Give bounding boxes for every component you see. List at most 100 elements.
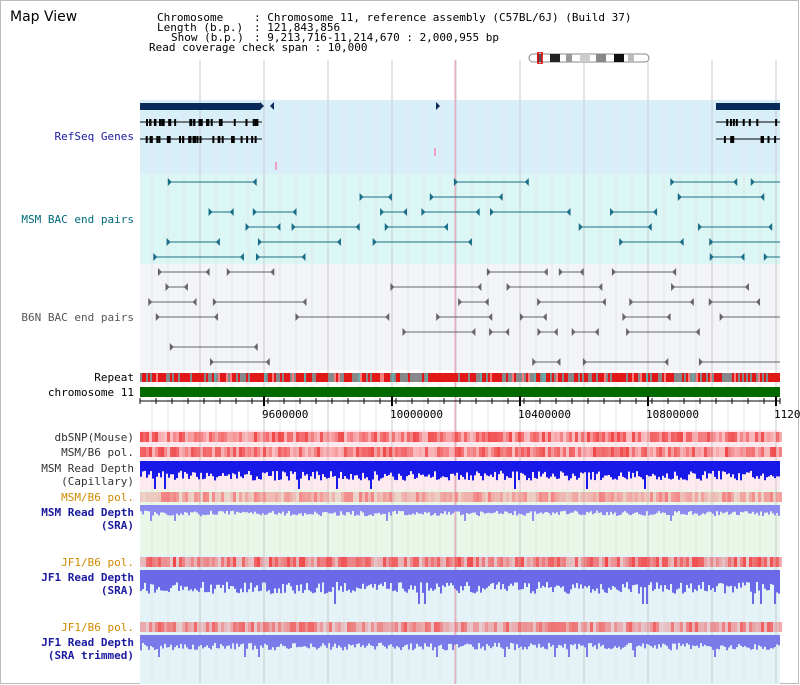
depth-bar (378, 505, 380, 513)
exon (212, 136, 215, 143)
repeat-segment (346, 373, 348, 382)
heat-cell (716, 557, 719, 567)
exon (162, 119, 165, 126)
depth-bar (278, 505, 280, 513)
heat-cell (341, 557, 344, 567)
heat-cell (392, 447, 395, 457)
depth-bar (754, 570, 756, 594)
depth-bar (604, 570, 606, 593)
heat-cell (506, 557, 509, 567)
msm-bac-end (524, 178, 529, 186)
depth-bar (240, 570, 242, 589)
depth-bar (626, 570, 628, 583)
msm-bac-end (653, 208, 658, 216)
heat-cell (581, 447, 584, 457)
depth-bar (444, 570, 446, 587)
depth-bar (472, 461, 474, 481)
heat-cell (413, 557, 416, 567)
depth-bar (554, 461, 556, 477)
heat-cell (221, 432, 224, 442)
b6n-bac-end (505, 328, 510, 336)
depth-bar (404, 570, 406, 592)
heat-cell (245, 622, 248, 632)
chromosome-bar (140, 387, 780, 397)
b6n-bac-end (611, 268, 616, 276)
heat-cell (374, 622, 377, 632)
repeat-segment (598, 373, 600, 382)
depth-bar (384, 505, 386, 514)
heat-cell (650, 557, 653, 567)
depth-bar (240, 635, 242, 645)
heat-cell (419, 432, 422, 442)
depth-bar (356, 505, 358, 515)
depth-bar (332, 635, 334, 647)
repeat-segment (620, 373, 622, 382)
depth-bar (356, 635, 358, 644)
depth-bar (150, 505, 152, 521)
depth-bar (282, 570, 284, 584)
depth-bar (354, 461, 356, 476)
heat-cell (332, 622, 335, 632)
heat-cell (773, 557, 776, 567)
depth-bar (412, 461, 414, 475)
heat-cell (503, 557, 506, 567)
depth-bar (566, 635, 568, 650)
heat-cell (584, 447, 587, 457)
heat-cell (155, 432, 158, 442)
repeat-segment (708, 373, 710, 382)
heat-cell (443, 557, 446, 567)
depth-bar (318, 461, 320, 476)
repeat-segment (332, 373, 334, 382)
depth-bar (540, 570, 542, 588)
heat-cell (149, 492, 152, 502)
heat-cell (215, 432, 218, 442)
track-label-jf1-depth-trim-1: JF1 Read Depth (41, 636, 134, 649)
depth-bar (758, 570, 760, 591)
depth-bar (608, 635, 610, 649)
heat-cell (545, 622, 548, 632)
depth-bar (570, 570, 572, 590)
repeat-segment (454, 373, 456, 382)
heat-cell (338, 432, 341, 442)
heat-cell (617, 492, 620, 502)
depth-bar (688, 635, 690, 645)
depth-bar (330, 635, 332, 650)
repeat-segment (480, 373, 482, 382)
heat-cell (722, 622, 725, 632)
depth-bar (726, 635, 728, 651)
heat-cell (524, 622, 527, 632)
heat-cell (200, 557, 203, 567)
heat-cell (188, 622, 191, 632)
depth-bar (506, 505, 508, 512)
repeat-segment (390, 373, 392, 382)
depth-bar (710, 635, 712, 647)
heat-cell (401, 447, 404, 457)
depth-bar (710, 570, 712, 590)
track-label-msm-b6-pol: MSM/B6 pol. (61, 446, 134, 459)
exon (149, 136, 152, 143)
heat-cell (410, 622, 413, 632)
depth-bar (438, 461, 440, 480)
heat-cell (386, 557, 389, 567)
heat-cell (776, 432, 779, 442)
heat-cell (296, 557, 299, 567)
repeat-segment (310, 373, 312, 382)
chromosome-ideogram[interactable] (528, 52, 652, 64)
depth-bar (340, 570, 342, 586)
repeat-segment (748, 373, 750, 382)
depth-bar (480, 461, 482, 476)
depth-bar (326, 461, 328, 479)
depth-bar (558, 635, 560, 645)
heat-cell (320, 492, 323, 502)
depth-bar (522, 461, 524, 474)
depth-bar (558, 570, 560, 586)
heat-cell (359, 622, 362, 632)
heat-cell (752, 622, 755, 632)
heat-cell (338, 622, 341, 632)
repeat-segment (180, 373, 182, 382)
depth-bar (540, 461, 542, 477)
depth-bar (340, 461, 342, 472)
b6n-bac-end (537, 328, 542, 336)
depth-bar (484, 461, 486, 474)
